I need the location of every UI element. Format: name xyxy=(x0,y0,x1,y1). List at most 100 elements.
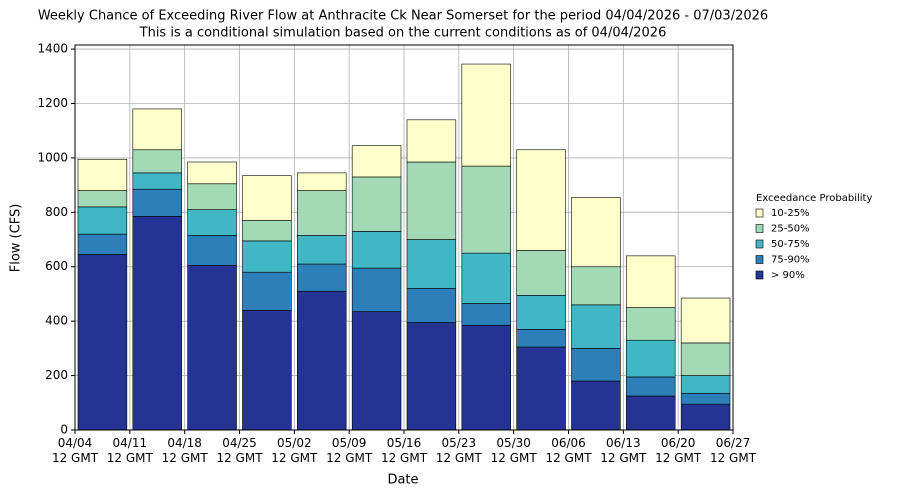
legend-swatch xyxy=(755,208,764,218)
bar-segment xyxy=(187,183,237,210)
bar-segment xyxy=(132,172,182,190)
bar-segment xyxy=(571,197,621,268)
legend-title: Exceedance Probability xyxy=(756,193,872,204)
plot-frame xyxy=(74,44,734,431)
y-tick-label: 200 xyxy=(45,368,68,382)
bar-segment xyxy=(242,220,292,242)
bar-segment xyxy=(626,339,676,378)
bar-segment xyxy=(516,149,566,251)
bar-segment xyxy=(187,209,237,236)
bar-segment xyxy=(242,309,292,431)
bar-segment xyxy=(242,240,292,273)
bar-segment xyxy=(77,190,128,208)
bar-segment xyxy=(242,175,292,221)
bar-segment xyxy=(571,380,621,431)
x-tick-label: 05/30 12 GMT xyxy=(490,436,537,465)
legend-label: 25-50% xyxy=(771,224,810,235)
x-tick-label: 04/25 12 GMT xyxy=(216,436,263,465)
bar-segment xyxy=(77,158,128,191)
bar-segment xyxy=(680,342,731,376)
bar-segment xyxy=(680,403,731,431)
legend-swatch xyxy=(755,255,764,264)
bar-segment xyxy=(297,172,347,191)
bar-segment xyxy=(297,190,347,236)
bar-segment xyxy=(187,235,237,266)
bar-segment xyxy=(626,376,676,397)
bar-segment xyxy=(77,254,128,431)
bar-segment xyxy=(132,108,182,151)
bar-segment xyxy=(406,119,457,163)
bar-segment xyxy=(680,297,731,344)
bar-segment xyxy=(461,63,511,167)
bar-segment xyxy=(132,149,182,174)
bar-segment xyxy=(297,235,347,265)
x-tick-label: 06/20 12 GMT xyxy=(655,436,702,465)
bar-segment xyxy=(351,311,402,431)
bar-segment xyxy=(516,346,566,431)
legend-swatch xyxy=(755,270,764,280)
y-tick-label: 0 xyxy=(60,423,68,437)
y-tick-label: 400 xyxy=(45,314,68,328)
x-tick-label: 06/27 12 GMT xyxy=(709,436,757,465)
bars xyxy=(77,63,731,431)
x-tick-label: 05/02 12 GMT xyxy=(271,436,318,465)
bar-segment xyxy=(351,145,402,178)
bar-segment xyxy=(571,266,621,306)
bar-segment xyxy=(351,267,402,312)
x-tick-label: 04/04 12 GMT xyxy=(51,436,99,465)
y-tick-label: 600 xyxy=(45,259,68,273)
bar-segment xyxy=(461,252,511,304)
bar-segment xyxy=(351,176,402,232)
bar-segment xyxy=(680,375,731,394)
bar-segment xyxy=(187,161,237,185)
y-tick-label: 1200 xyxy=(37,96,68,110)
bar-segment xyxy=(571,348,621,382)
bar-segment xyxy=(516,250,566,296)
bar-segment xyxy=(461,324,511,431)
x-tick-label: 06/06 12 GMT xyxy=(545,436,592,465)
y-tick-label: 1000 xyxy=(37,150,68,164)
bar-segment xyxy=(461,165,511,254)
bar-segment xyxy=(406,288,457,323)
grid xyxy=(74,45,734,431)
bar-segment xyxy=(571,304,621,349)
legend-label: 50-75% xyxy=(771,239,810,250)
bar-segment xyxy=(351,231,402,269)
bar-segment xyxy=(297,290,347,431)
legend-label: 10-25% xyxy=(771,208,810,219)
bar-segment xyxy=(626,307,676,341)
chart-title: Weekly Chance of Exceeding River Flow at… xyxy=(38,9,768,24)
legend-label: 75-90% xyxy=(771,255,810,266)
bar-segment xyxy=(187,265,237,431)
legend-swatch xyxy=(755,239,764,249)
bar-segment xyxy=(406,161,457,240)
x-tick-label: 04/18 12 GMT xyxy=(161,436,208,465)
bar-segment xyxy=(406,239,457,289)
chart-subtitle: This is a conditional simulation based o… xyxy=(139,26,667,41)
legend-label: > 90% xyxy=(771,270,805,281)
bar-segment xyxy=(406,322,457,431)
bar-segment xyxy=(516,295,566,330)
y-axis-label: Flow (CFS) xyxy=(9,204,24,273)
bar-segment xyxy=(626,395,676,431)
bar-segment xyxy=(132,216,182,431)
bar-segment xyxy=(297,263,347,292)
x-tick-label: 04/11 12 GMT xyxy=(106,436,153,465)
bar-segment xyxy=(132,188,182,217)
y-tick-label: 800 xyxy=(45,205,68,219)
bar-segment xyxy=(516,329,566,348)
bar-segment xyxy=(242,271,292,311)
x-tick-label: 05/09 12 GMT xyxy=(326,436,373,465)
bar-segment xyxy=(77,206,128,235)
bar-segment xyxy=(626,255,676,308)
x-tick-label: 05/16 12 GMT xyxy=(380,436,428,465)
legend-swatch xyxy=(755,224,764,233)
bar-segment xyxy=(680,392,731,405)
x-tick-label: 05/23 12 GMT xyxy=(435,436,482,465)
bar-segment xyxy=(77,233,128,255)
y-tick-label: 1400 xyxy=(37,42,68,56)
x-axis-label: Date xyxy=(387,473,418,488)
x-tick-label: 06/13 12 GMT xyxy=(600,436,647,465)
